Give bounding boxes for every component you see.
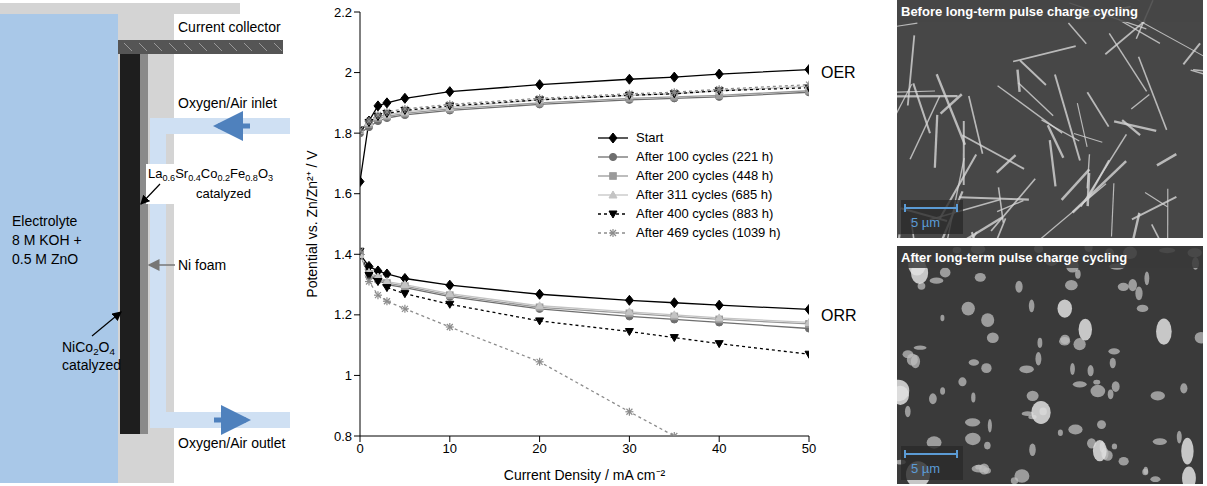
svg-text:catalyzed: catalyzed bbox=[196, 186, 251, 201]
svg-text:2.2: 2.2 bbox=[334, 5, 352, 20]
svg-text:NiCo2O4: NiCo2O4 bbox=[62, 339, 115, 357]
svg-text:0: 0 bbox=[356, 441, 363, 456]
svg-text:0.8: 0.8 bbox=[334, 429, 352, 444]
svg-text:Current Density / mA cm⁻²: Current Density / mA cm⁻² bbox=[504, 467, 666, 483]
svg-text:Ni foam: Ni foam bbox=[178, 257, 226, 273]
svg-text:ORR: ORR bbox=[821, 307, 857, 324]
svg-text:Electrolyte: Electrolyte bbox=[12, 213, 78, 229]
svg-text:catalyzed: catalyzed bbox=[62, 357, 121, 373]
svg-text:1: 1 bbox=[345, 368, 352, 383]
html-text:After 469 cycles (1039 h): After 469 cycles (1039 h) bbox=[636, 225, 781, 240]
svg-text:1.8: 1.8 bbox=[334, 126, 352, 141]
svg-text:40: 40 bbox=[712, 441, 726, 456]
svg-text:20: 20 bbox=[532, 441, 546, 456]
svg-text:After long-term pulse charge c: After long-term pulse charge cycling bbox=[901, 250, 1127, 265]
svg-text:1.4: 1.4 bbox=[334, 247, 352, 262]
svg-text:10: 10 bbox=[443, 441, 457, 456]
html-text:Start: Start bbox=[636, 130, 664, 145]
svg-text:2: 2 bbox=[345, 65, 352, 80]
svg-text:OER: OER bbox=[821, 64, 856, 81]
svg-text:Potential vs. Zn/Zn²⁺ / V: Potential vs. Zn/Zn²⁺ / V bbox=[304, 150, 320, 298]
svg-text:50: 50 bbox=[802, 441, 816, 456]
svg-text:5 µm: 5 µm bbox=[911, 461, 940, 476]
html-text:After 200 cycles (448 h): After 200 cycles (448 h) bbox=[636, 168, 774, 183]
svg-text:Oxygen/Air inlet: Oxygen/Air inlet bbox=[178, 95, 277, 111]
svg-text:Oxygen/Air outlet: Oxygen/Air outlet bbox=[178, 435, 285, 451]
html-text:After 400 cycles (883 h): After 400 cycles (883 h) bbox=[636, 206, 774, 221]
html-text:After 100 cycles (221 h): After 100 cycles (221 h) bbox=[636, 149, 774, 164]
svg-text:30: 30 bbox=[622, 441, 636, 456]
svg-text:Current collector: Current collector bbox=[178, 19, 281, 35]
svg-text:La0.6Sr0.4Co0.2Fe0.8O3: La0.6Sr0.4Co0.2Fe0.8O3 bbox=[148, 166, 273, 183]
html-text:After 311 cycles (685 h): After 311 cycles (685 h) bbox=[636, 187, 773, 202]
svg-text:8 M KOH +: 8 M KOH + bbox=[12, 232, 82, 248]
svg-text:1.2: 1.2 bbox=[334, 307, 352, 322]
svg-text:5 µm: 5 µm bbox=[911, 215, 940, 230]
svg-text:0.5 M ZnO: 0.5 M ZnO bbox=[12, 251, 78, 267]
svg-text:1.6: 1.6 bbox=[334, 186, 352, 201]
svg-text:Before long-term pulse charge: Before long-term pulse charge cycling bbox=[901, 4, 1138, 19]
